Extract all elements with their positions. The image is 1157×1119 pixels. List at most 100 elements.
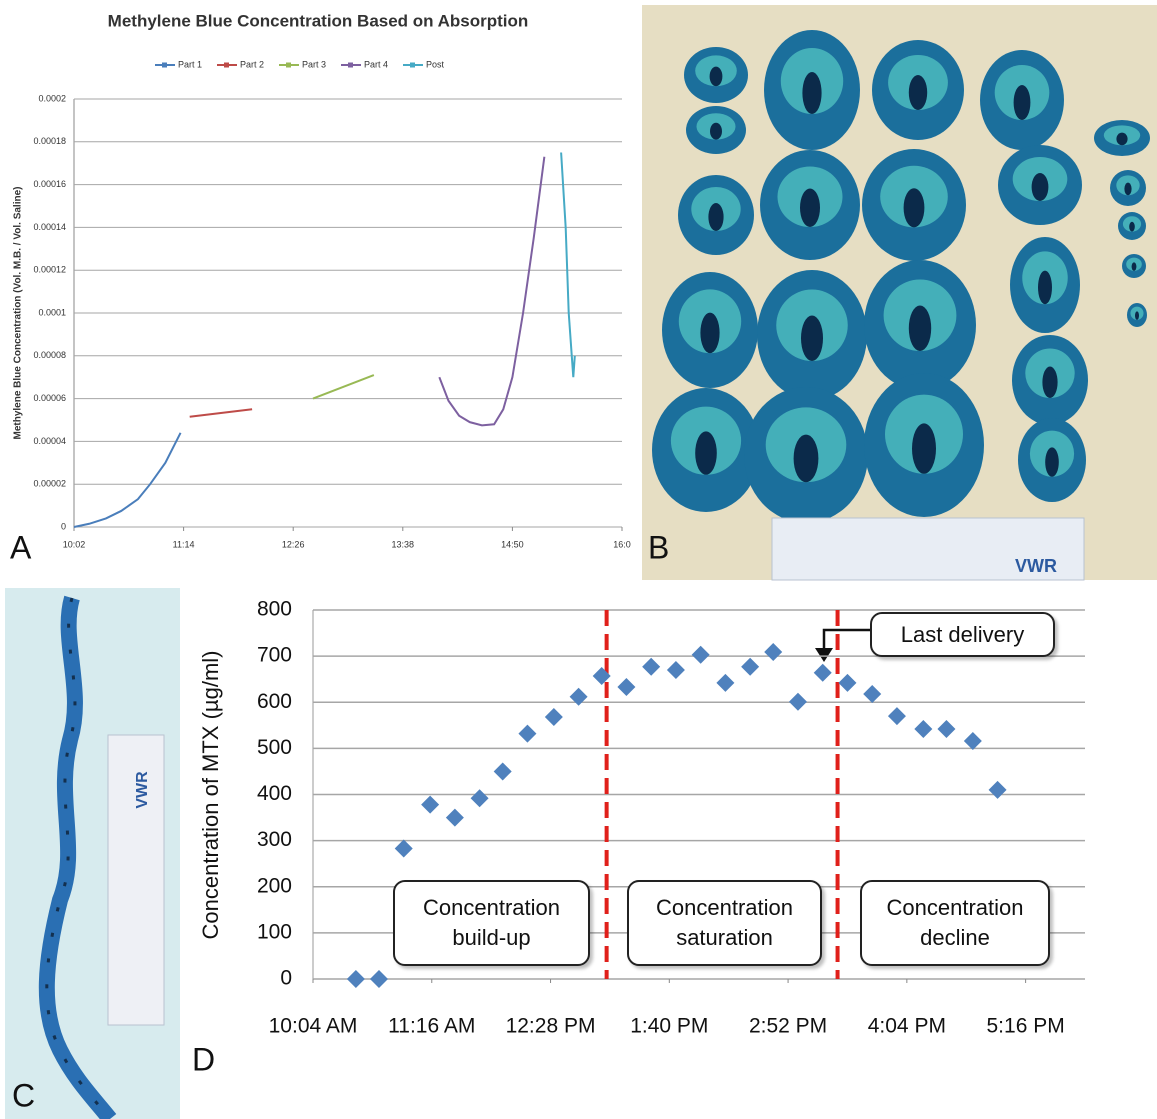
- data-point: [988, 780, 1007, 799]
- slice-core: [793, 434, 819, 483]
- callout-arrow: [822, 628, 870, 652]
- x-tick-label: 13:38: [392, 539, 415, 549]
- data-point: [887, 707, 906, 726]
- y-tick-label: 0.00002: [33, 479, 66, 489]
- slice-core: [1045, 447, 1059, 477]
- annotation-box: Last delivery: [870, 612, 1055, 657]
- data-point: [518, 724, 537, 743]
- panel-label: D: [192, 1041, 215, 1077]
- y-tick-label: 0: [280, 967, 292, 990]
- ruler-label: VWR: [1015, 556, 1057, 576]
- data-point: [592, 666, 611, 685]
- x-tick-label: 1:40 PM: [630, 1015, 708, 1038]
- y-tick-label: 0.00004: [33, 436, 66, 446]
- data-point: [569, 687, 588, 706]
- line-series: [438, 156, 546, 427]
- ruler: [771, 517, 1085, 581]
- slice-core: [800, 188, 820, 227]
- slice-core: [1038, 270, 1052, 305]
- slice-core: [695, 431, 717, 475]
- data-point: [394, 839, 413, 858]
- slice-core: [802, 72, 822, 114]
- data-point: [346, 970, 365, 988]
- slice-core: [912, 423, 936, 474]
- x-tick-label: 2:52 PM: [749, 1015, 827, 1038]
- x-tick-label: 10:02: [63, 539, 86, 549]
- x-tick-label: 5:16 PM: [987, 1015, 1065, 1038]
- legend-marker: [286, 62, 291, 68]
- legend-marker: [162, 62, 167, 68]
- photo-brain-slices: [642, 5, 1157, 580]
- slice-core: [1042, 366, 1058, 398]
- callout-arrowhead: [815, 648, 833, 662]
- slice-core: [1031, 173, 1049, 201]
- panel-label: A: [10, 529, 32, 565]
- data-point: [914, 720, 933, 739]
- annotation-box: Concentration decline: [860, 880, 1050, 966]
- data-point: [813, 663, 832, 682]
- data-point: [716, 673, 735, 692]
- x-tick-label: 11:16 AM: [388, 1015, 475, 1038]
- ruler-label: VWR: [134, 771, 151, 809]
- data-point: [838, 673, 857, 692]
- data-point: [470, 789, 489, 808]
- slice-core: [908, 305, 932, 351]
- slice-core: [1129, 221, 1135, 232]
- y-tick-label: 800: [257, 598, 292, 621]
- legend-label: Part 2: [240, 59, 264, 69]
- data-point: [666, 660, 685, 679]
- y-tick-label: 0.00016: [33, 179, 66, 189]
- slice-core: [1135, 311, 1139, 320]
- slice-core: [710, 122, 722, 140]
- x-tick-label: 12:28 PM: [506, 1015, 596, 1038]
- data-point: [691, 645, 710, 664]
- y-tick-label: 0: [61, 521, 66, 531]
- chart-title: Methylene Blue Concentration Based on Ab…: [108, 11, 529, 30]
- slice-core: [709, 66, 723, 87]
- data-point: [963, 731, 982, 750]
- y-tick-label: 700: [257, 644, 292, 667]
- slice-core: [908, 75, 928, 110]
- y-tick-label: 600: [257, 690, 292, 713]
- y-tick-label: 0.00008: [33, 350, 66, 360]
- x-tick-label: 16:0: [613, 539, 631, 549]
- legend-label: Part 4: [364, 59, 388, 69]
- slice-core: [708, 203, 724, 231]
- legend-marker: [410, 62, 415, 68]
- data-point: [764, 642, 783, 661]
- y-tick-label: 0.0001: [38, 307, 66, 317]
- annotation-box: Concentration build-up: [393, 880, 590, 966]
- slice-core: [1124, 182, 1132, 196]
- data-point: [617, 678, 636, 697]
- data-point: [369, 970, 388, 988]
- ruler: [107, 734, 165, 1026]
- slice-core: [1116, 132, 1128, 146]
- y-axis-label: Concentration of MTX (µg/ml): [198, 651, 223, 940]
- y-tick-label: 200: [257, 874, 292, 897]
- data-point: [421, 795, 440, 814]
- slice-core: [801, 315, 823, 361]
- legend-marker: [224, 62, 229, 68]
- data-point: [544, 708, 563, 727]
- legend-marker: [348, 62, 353, 68]
- y-tick-label: 0.00012: [33, 265, 66, 275]
- data-point: [445, 808, 464, 827]
- y-tick-label: 0.0002: [38, 93, 66, 103]
- slice-core: [1013, 85, 1031, 120]
- data-point: [863, 684, 882, 703]
- data-point: [788, 692, 807, 711]
- x-tick-label: 11:14: [173, 539, 195, 549]
- legend-label: Part 1: [178, 59, 202, 69]
- panel-label: C: [12, 1077, 35, 1113]
- slice-core: [700, 312, 720, 354]
- y-tick-label: 300: [257, 828, 292, 851]
- sutures: [45, 597, 112, 1119]
- data-point: [937, 720, 956, 739]
- data-point: [741, 657, 760, 676]
- x-tick-label: 4:04 PM: [868, 1015, 946, 1038]
- y-tick-label: 400: [257, 782, 292, 805]
- slice-core: [903, 188, 925, 228]
- legend-label: Post: [426, 59, 445, 69]
- y-tick-label: 0.00018: [33, 136, 66, 146]
- data-point: [642, 657, 661, 676]
